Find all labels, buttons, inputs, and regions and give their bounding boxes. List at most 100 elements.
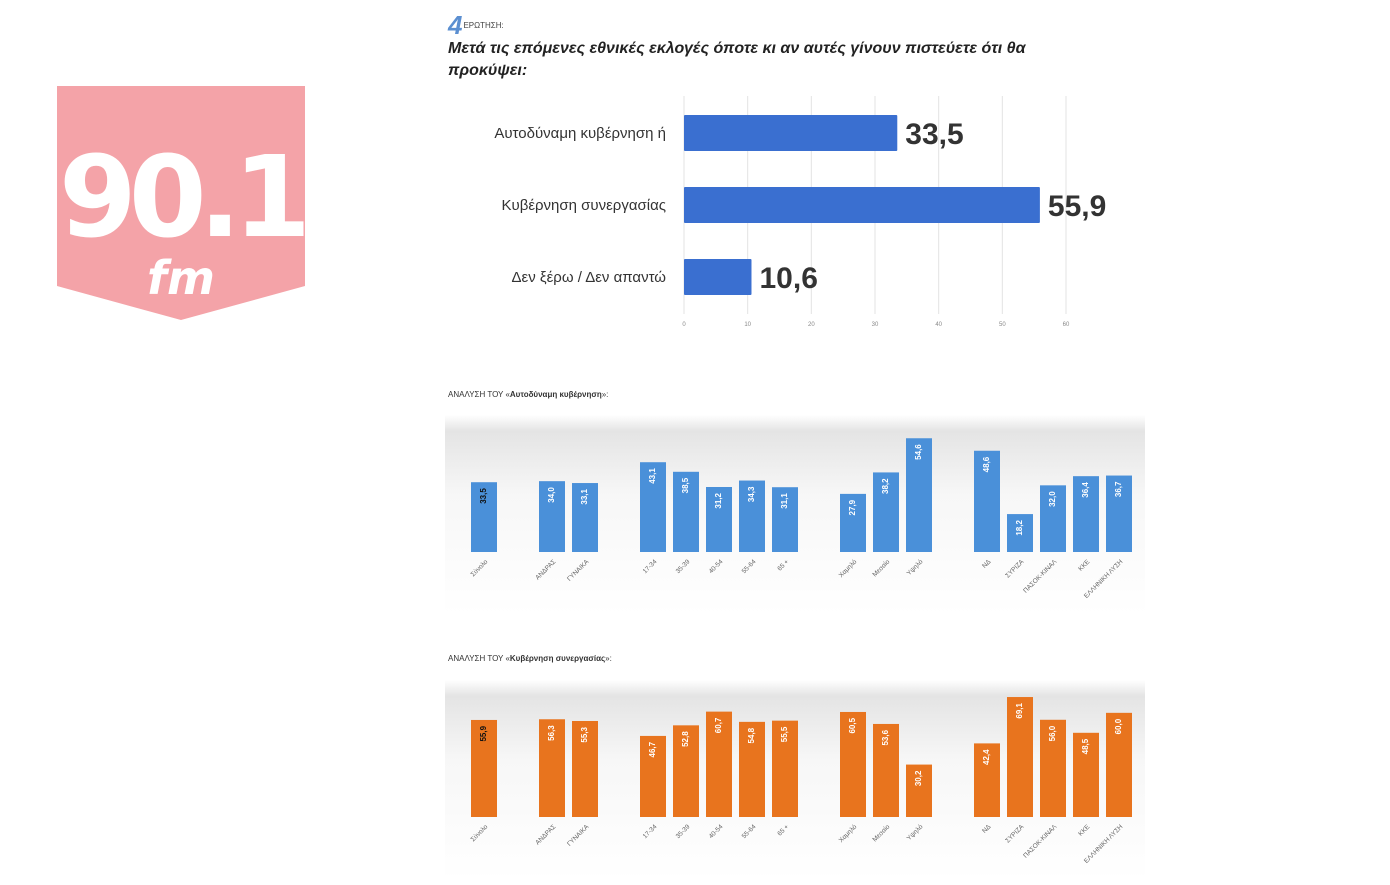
data-label: 48,6 [982,456,991,472]
bar [840,493,866,552]
data-label: 34,0 [547,487,556,503]
bar [772,720,798,817]
data-label: 60,7 [714,717,723,733]
data-label: 53,6 [881,729,890,745]
logo-unit: fm [147,251,215,305]
data-label: 34,3 [747,486,756,502]
bar [684,259,752,295]
subchart1-title: ΑΝΑΛΥΣΗ ΤΟΥ «Αυτοδύναμη κυβέρνηση»: [448,390,608,399]
breakdown-chart-majority: 33,5Σύνολο34,0ΑΝΔΡΑΣ33,1ΓΥΝΑΙΚΑ43,117-34… [445,415,1145,615]
bar [706,711,732,817]
bar [706,487,732,552]
bar [539,719,565,817]
data-label: 36,7 [1114,481,1123,497]
main-bar-chart: 0 10 20 30 40 50 60 Αυτοδύναμη κυβέρνηση ή 33,5 Κ… [494,96,1106,328]
bar [640,462,666,552]
data-label: 55,9 [1048,190,1106,223]
question-number: 4 [448,10,463,40]
data-label: 56,0 [1048,725,1057,741]
bar [1007,697,1033,817]
data-label: 42,4 [982,749,991,765]
data-label: 18,2 [1015,520,1024,536]
data-label: 56,3 [547,725,556,741]
bar [739,480,765,552]
bar [1040,485,1066,552]
data-label: 31,1 [780,493,789,509]
category-label: Αυτοδύναμη κυβέρνηση ή [494,125,666,142]
data-label: 10,6 [759,262,817,295]
data-label: 27,9 [848,499,857,515]
x-tick-label: 20 [808,322,815,328]
data-label: 54,6 [914,444,923,460]
bar [673,471,699,552]
bar [684,187,1040,223]
bar [572,483,598,552]
subchart2-title: ΑΝΑΛΥΣΗ ΤΟΥ «Κυβέρνηση συνεργασίας»: [448,654,612,663]
data-label: 55,9 [479,725,488,741]
data-label: 30,2 [914,770,923,786]
data-label: 38,2 [881,478,890,494]
subchart1-title-suffix: »: [601,390,609,399]
data-label: 54,8 [747,727,756,743]
data-label: 31,2 [714,492,723,508]
subchart2-title-bold: Κυβέρνηση συνεργασίας [509,654,606,663]
bar [684,115,898,151]
question-badge: 4ΕΡΩΤΗΣΗ: [448,10,504,40]
x-tick-label: 30 [872,322,879,328]
data-label: 52,8 [681,731,690,747]
question-label: ΕΡΩΤΗΣΗ: [463,21,504,30]
bar [873,472,899,552]
subchart2-title-suffix: »: [605,654,612,663]
x-tick-label: 0 [682,322,686,328]
logo-number: 90.1 [59,133,304,263]
data-label: 55,3 [580,726,589,742]
radio-logo: 90.1 fm [57,86,305,320]
data-label: 33,5 [479,488,488,504]
bar [873,723,899,817]
data-label: 60,5 [848,717,857,733]
question-text: Μετά τις επόμενες εθνικές εκλογές όποτε … [448,40,1026,79]
data-label: 69,1 [1015,702,1024,718]
logo-shield-shape [57,86,305,320]
bar [974,743,1000,817]
bar [1007,514,1033,552]
subchart2-title-prefix: ΑΝΑΛΥΣΗ ΤΟΥ « [448,654,510,663]
bar [739,721,765,817]
bar [1106,712,1132,817]
category-label: ΝΔ [981,823,993,835]
subchart1-title-prefix: ΑΝΑΛΥΣΗ ΤΟΥ « [448,390,510,399]
bar [539,481,565,552]
data-label: 60,0 [1114,718,1123,734]
data-label: 48,5 [1081,738,1090,754]
bar [906,764,932,817]
bar [974,450,1000,552]
data-label: 43,1 [648,468,657,484]
data-label: 33,5 [905,118,963,151]
bar [471,719,497,817]
data-label: 33,1 [580,488,589,504]
category-label: Κυβέρνηση συνεργασίας [501,197,666,214]
bar [640,735,666,817]
bar [471,482,497,552]
data-label: 38,5 [681,477,690,493]
data-label: 55,5 [780,726,789,742]
bar [1073,732,1099,817]
bar [1106,475,1132,552]
bar [906,438,932,552]
bar [840,711,866,817]
data-label: 32,0 [1048,491,1057,507]
data-label: 46,7 [648,741,657,757]
bar [1040,719,1066,817]
bar [1073,476,1099,552]
data-label: 36,4 [1081,482,1090,498]
category-label: ΝΔ [981,558,993,570]
x-tick-label: 10 [744,322,751,328]
x-tick-label: 50 [999,322,1006,328]
category-label: Δεν ξέρω / Δεν απαντώ [512,269,667,286]
bar [673,725,699,817]
subchart1-title-bold: Αυτοδύναμη κυβέρνηση [509,390,602,399]
x-tick-label: 60 [1063,322,1070,328]
x-tick-label: 40 [935,322,942,328]
breakdown-chart-coalition: 55,9Σύνολο56,3ΑΝΔΡΑΣ55,3ΓΥΝΑΙΚΑ46,717-34… [445,680,1145,880]
bar [572,720,598,817]
